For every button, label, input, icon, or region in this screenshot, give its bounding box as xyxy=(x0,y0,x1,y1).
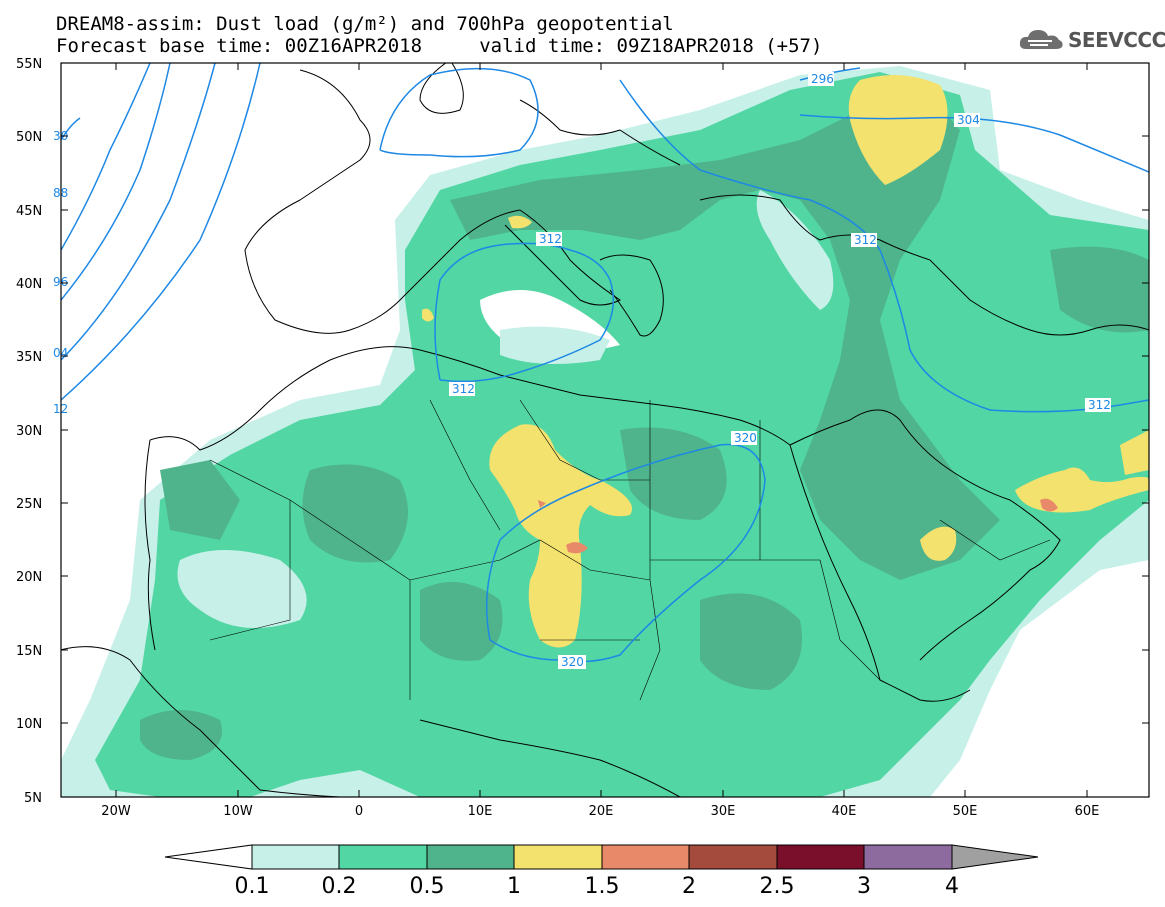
contour-label: 312 xyxy=(1088,398,1111,412)
lat-label: 5N xyxy=(24,791,42,806)
colorbar-label: 2 xyxy=(682,874,696,899)
colorbar: 0.1 0.2 0.5 1 1.5 2 2.5 3 4 xyxy=(164,844,1039,899)
colorbar-high-arrow xyxy=(952,845,1038,869)
colorbar-swatch xyxy=(427,845,514,869)
lon-label: 20W xyxy=(101,804,131,819)
lat-label: 35N xyxy=(16,350,42,365)
colorbar-swatch xyxy=(864,845,952,869)
colorbar-swatch xyxy=(252,845,339,869)
contour-label: 312 xyxy=(854,233,877,247)
colorbar-label: 3 xyxy=(857,874,871,899)
colorbar-label: 0.1 xyxy=(235,874,270,899)
cloud-icon xyxy=(1019,30,1063,49)
lon-label: 60E xyxy=(1075,804,1100,819)
lat-label: 25N xyxy=(16,497,42,512)
longitude-axis: 20W 10W 0 10E 20E 30E 40E 50E 60E xyxy=(101,63,1099,819)
lat-label: 50N xyxy=(16,130,42,145)
lon-label: 40E xyxy=(832,804,857,819)
colorbar-label: 4 xyxy=(945,874,959,899)
colorbar-swatch xyxy=(602,845,689,869)
geopotential-contours xyxy=(61,63,1149,663)
colorbar-swatch xyxy=(689,845,777,869)
contour-label: 312 xyxy=(539,232,562,246)
colorbar-low-arrow xyxy=(164,844,253,870)
seevccc-logo: SEEVCCC xyxy=(1018,27,1165,53)
lat-label: 55N xyxy=(16,57,42,72)
colorbar-label: 2.5 xyxy=(760,874,795,899)
colorbar-swatch xyxy=(777,845,864,869)
dust-shading xyxy=(61,66,1149,797)
country-borders xyxy=(209,399,1051,701)
coastlines xyxy=(61,63,1149,797)
colorbar-label: 0.5 xyxy=(410,874,445,899)
colorbar-swatch xyxy=(514,845,602,869)
contour-label: 304 xyxy=(957,113,980,127)
lat-label: 45N xyxy=(16,204,42,219)
contour-label: 312 xyxy=(452,382,475,396)
contour-label: 320 xyxy=(561,655,584,669)
lat-label: 40N xyxy=(16,277,42,292)
lon-label: 10E xyxy=(468,804,493,819)
colorbar-label: 1.5 xyxy=(585,874,620,899)
latitude-axis: 55N 50N 45N 40N 35N 30N 25N 20N 15N 10N … xyxy=(16,57,1149,806)
contour-label: 296 xyxy=(811,72,834,86)
logo-text: SEEVCCC xyxy=(1068,28,1165,52)
lon-label: 20E xyxy=(589,804,614,819)
lon-label: 50E xyxy=(953,804,978,819)
lat-label: 10N xyxy=(16,717,42,732)
lat-label: 20N xyxy=(16,570,42,585)
lat-label: 15N xyxy=(16,644,42,659)
colorbar-swatch xyxy=(339,845,427,869)
lon-label: 10W xyxy=(223,804,253,819)
lat-label: 30N xyxy=(16,424,42,439)
lon-label: 0 xyxy=(355,804,363,819)
contour-labels: 296 304 312 312 312 312 320 320 30 88 96… xyxy=(53,72,1111,669)
lon-label: 30E xyxy=(711,804,736,819)
colorbar-label: 0.2 xyxy=(322,874,357,899)
map-title-line1: DREAM8-assim: Dust load (g/m²) and 700hP… xyxy=(56,13,674,35)
contour-label: 320 xyxy=(734,431,757,445)
map-title-line2: Forecast base time: 00Z16APR2018 valid t… xyxy=(56,35,823,57)
colorbar-label: 1 xyxy=(507,874,521,899)
